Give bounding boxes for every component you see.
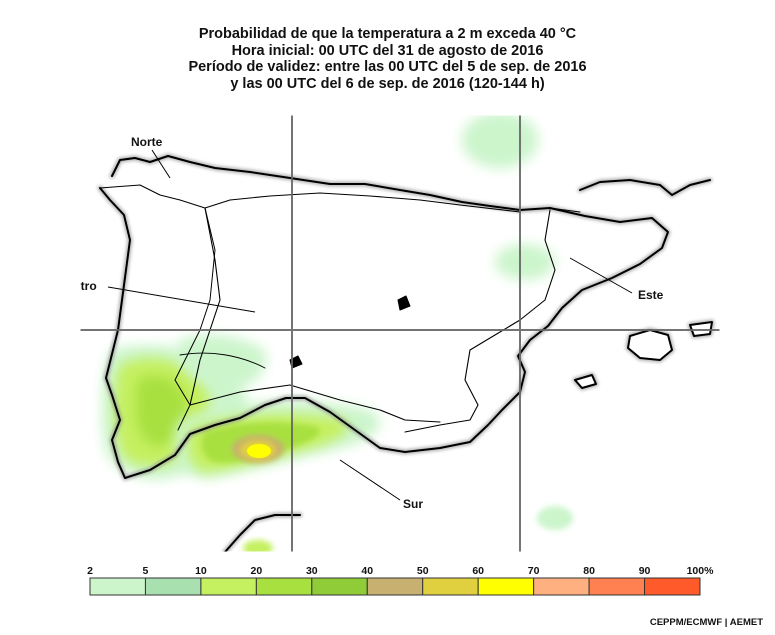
legend-box <box>422 577 479 596</box>
grid-lines <box>80 115 720 552</box>
legend-tick-label: 50 <box>417 565 429 577</box>
legend-tick-label: 60 <box>472 565 484 577</box>
lake-1 <box>397 295 411 311</box>
prob-area-alboran <box>537 506 573 530</box>
legend-box <box>89 577 146 596</box>
legend-box <box>477 577 535 596</box>
leader-norte <box>151 149 171 179</box>
leader-centro <box>107 286 256 313</box>
border-portugal <box>99 184 216 431</box>
legend-box <box>255 577 313 596</box>
credit-text: CEPPM/ECMWF | AEMET <box>649 617 763 628</box>
title-line-4: y las 00 UTC del 6 de sep. de 2016 (120-… <box>230 75 545 92</box>
island-ibiza <box>574 374 597 389</box>
region-boundary-center-west <box>189 207 221 406</box>
prob-area-portugal-20 <box>136 376 187 447</box>
legend-box <box>533 577 590 596</box>
map-title: Probabilidad de que la temperatura a 2 m… <box>0 26 775 92</box>
color-scale-legend: 2 5 10 20 30 40 50 60 70 80 90 100% <box>87 565 714 596</box>
legend-tick-label: 10 <box>195 565 207 577</box>
leader-sur <box>339 459 401 501</box>
legend-tick-label: 90 <box>639 565 651 577</box>
prob-area-ebro <box>495 244 555 280</box>
title-line-1: Probabilidad de que la temperatura a 2 m… <box>198 26 577 42</box>
legend-box <box>588 577 646 596</box>
title-line-2: Hora inicial: 00 UTC del 31 de agosto de… <box>231 42 544 59</box>
legend-boxes <box>89 577 701 596</box>
prob-area-atlantic <box>462 115 538 168</box>
legend-box <box>644 577 701 596</box>
coast-africa <box>224 514 301 552</box>
legend-box <box>366 577 424 596</box>
coast-france <box>579 179 711 196</box>
legend-tick-label: 5 <box>143 565 149 577</box>
legend-tick-label: 100% <box>687 565 715 577</box>
legend-box <box>144 577 202 596</box>
legend-tick-label: 80 <box>583 565 595 577</box>
label-norte: Norte <box>131 135 163 149</box>
prob-area-60 <box>247 444 271 458</box>
region-boundary-tajo <box>179 352 266 369</box>
border-france <box>519 207 581 213</box>
prob-area-africa <box>243 540 273 552</box>
probability-map: Norte Centro Este Sur <box>80 115 720 552</box>
label-este: Este <box>638 288 664 302</box>
leader-este <box>569 257 633 294</box>
region-boundary-east <box>404 209 556 433</box>
legend-tick-label: 70 <box>528 565 540 577</box>
label-centro: Centro <box>80 279 97 293</box>
legend-box <box>311 577 368 596</box>
region-boundary-north <box>204 192 521 213</box>
title-line-3: Período de validez: entre las 00 UTC del… <box>188 59 587 75</box>
region-boundary-south <box>189 384 441 423</box>
prob-area-tajo <box>178 334 267 389</box>
legend-tick-label: 2 <box>87 565 93 577</box>
legend-tick-label: 40 <box>361 565 373 577</box>
region-labels: Norte Centro Este Sur <box>80 135 664 511</box>
legend-box <box>200 577 257 596</box>
legend-ticks: 2 5 10 20 30 40 50 60 70 80 90 100% <box>87 565 714 577</box>
legend-tick-label: 30 <box>306 565 318 577</box>
probability-fields <box>101 115 573 552</box>
label-sur: Sur <box>403 497 423 511</box>
legend-tick-label: 20 <box>251 565 263 577</box>
